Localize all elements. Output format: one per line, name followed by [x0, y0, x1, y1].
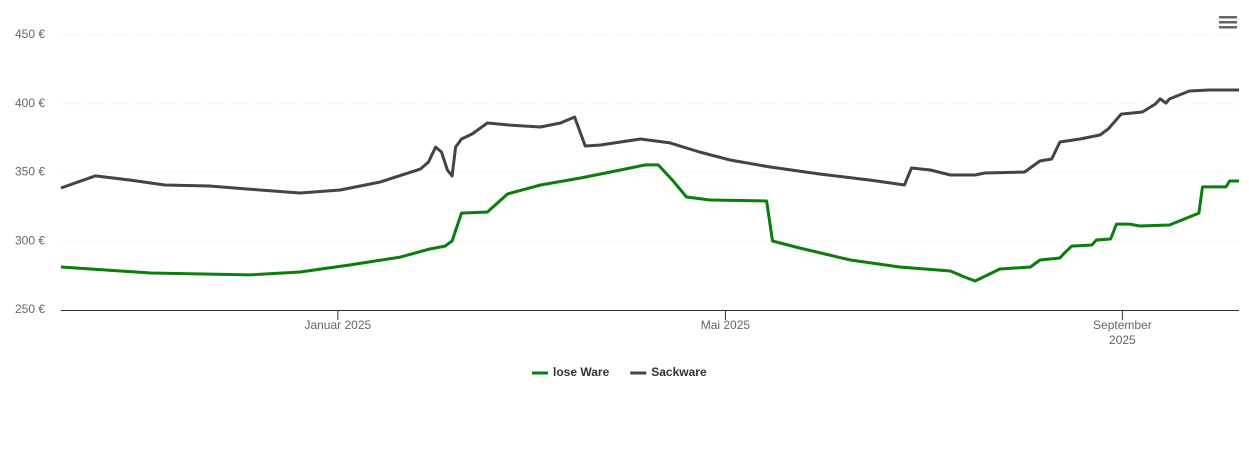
menu-bar	[1219, 21, 1237, 24]
x-tick-label: Januar 2025	[304, 318, 372, 332]
x-tick-label: September 2025	[1093, 318, 1152, 347]
menu-icon[interactable]	[1219, 16, 1237, 29]
menu-bar	[1219, 26, 1237, 29]
menu-bar	[1219, 16, 1237, 19]
legend: lose Ware Sackware	[532, 365, 707, 379]
x-tick-label: Mai 2025	[700, 318, 751, 332]
y-tick-label: 250 €	[15, 302, 45, 316]
y-tick-label: 350 €	[15, 165, 45, 179]
y-tick-label: 450 €	[15, 27, 45, 41]
y-tick-label: 300 €	[15, 233, 45, 247]
legend-label: lose Ware	[553, 365, 610, 379]
legend-label: Sackware	[651, 365, 707, 379]
line-series	[60, 88, 1239, 195]
line-series	[60, 163, 1239, 283]
y-tick-label: 400 €	[15, 96, 45, 110]
